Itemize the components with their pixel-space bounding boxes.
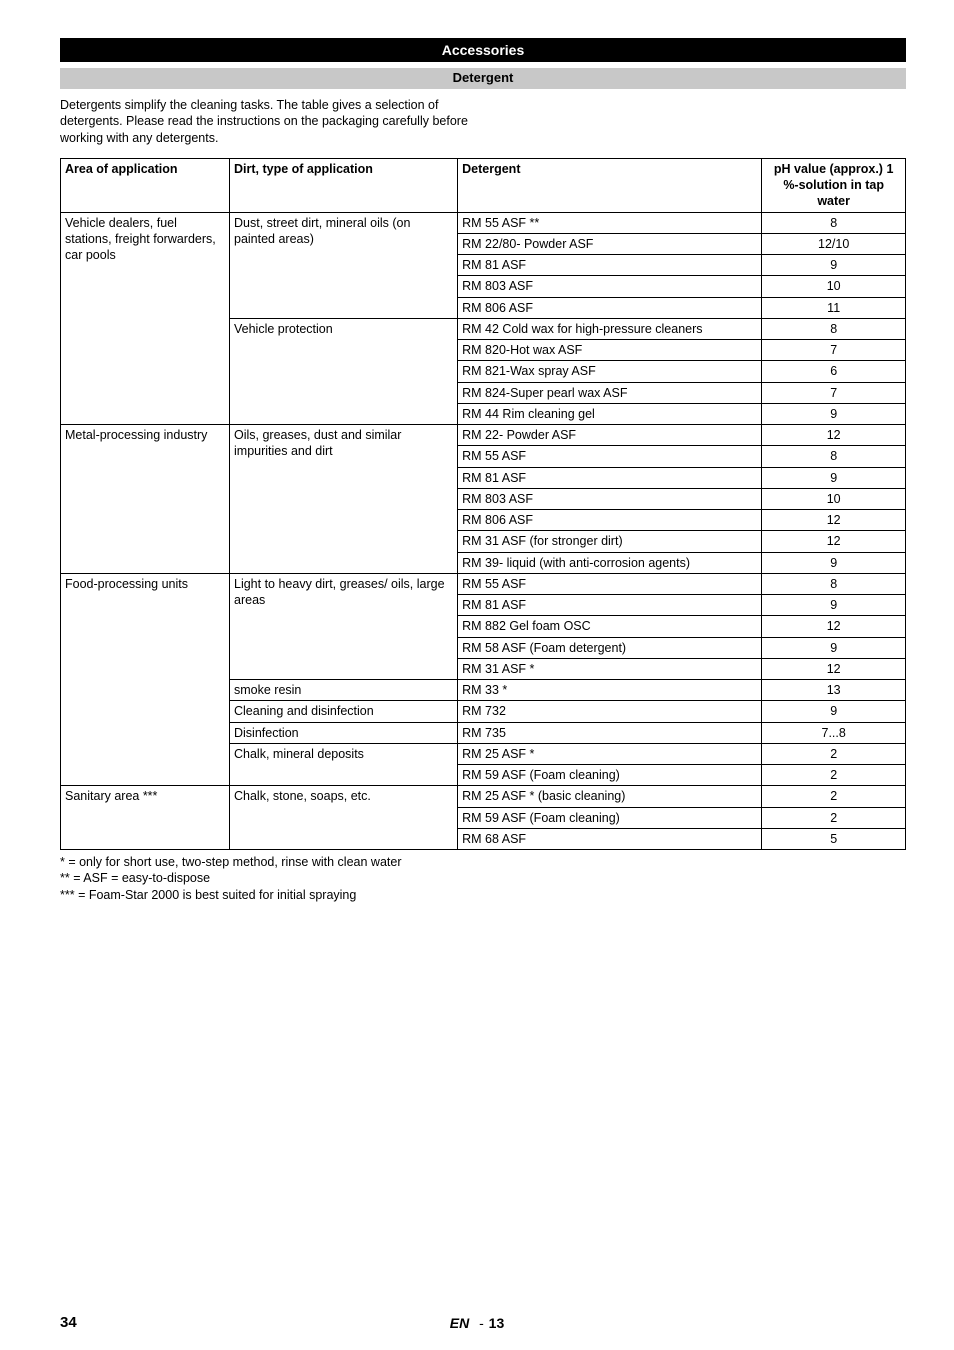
cell-detergent: RM 44 Rim cleaning gel xyxy=(458,403,762,424)
cell-ph: 10 xyxy=(762,276,906,297)
cell-ph: 6 xyxy=(762,361,906,382)
cell-detergent: RM 55 ASF ** xyxy=(458,212,762,233)
cell-detergent: RM 59 ASF (Foam cleaning) xyxy=(458,765,762,786)
cell-area: Vehicle dealers, fuel stations, freight … xyxy=(61,212,230,425)
cell-ph: 12 xyxy=(762,658,906,679)
cell-detergent: RM 22/80- Powder ASF xyxy=(458,233,762,254)
footnote-line: * = only for short use, two-step method,… xyxy=(60,854,906,870)
footnote-line: *** = Foam-Star 2000 is best suited for … xyxy=(60,887,906,903)
cell-detergent: RM 31 ASF (for stronger dirt) xyxy=(458,531,762,552)
cell-ph: 12/10 xyxy=(762,233,906,254)
table-row: Food-processing unitsLight to heavy dirt… xyxy=(61,573,906,594)
cell-ph: 8 xyxy=(762,446,906,467)
cell-ph: 7 xyxy=(762,382,906,403)
cell-dirt: Chalk, mineral deposits xyxy=(230,743,458,786)
footer-sep: - xyxy=(479,1315,485,1331)
table-header-row: Area of application Dirt, type of applic… xyxy=(61,158,906,212)
cell-ph: 13 xyxy=(762,680,906,701)
cell-detergent: RM 58 ASF (Foam detergent) xyxy=(458,637,762,658)
cell-dirt: smoke resin xyxy=(230,680,458,701)
detergent-table: Area of application Dirt, type of applic… xyxy=(60,158,906,850)
cell-detergent: RM 81 ASF xyxy=(458,255,762,276)
cell-ph: 7 xyxy=(762,340,906,361)
cell-ph: 9 xyxy=(762,552,906,573)
cell-ph: 8 xyxy=(762,318,906,339)
cell-detergent: RM 42 Cold wax for high-pressure cleaner… xyxy=(458,318,762,339)
cell-ph: 2 xyxy=(762,743,906,764)
cell-detergent: RM 803 ASF xyxy=(458,488,762,509)
cell-ph: 10 xyxy=(762,488,906,509)
page-footer-center: EN - 13 xyxy=(0,1314,954,1332)
cell-detergent: RM 806 ASF xyxy=(458,510,762,531)
footer-page-num: 13 xyxy=(489,1315,505,1331)
cell-ph: 8 xyxy=(762,212,906,233)
section-title: Accessories xyxy=(60,38,906,62)
cell-detergent: RM 22- Powder ASF xyxy=(458,425,762,446)
cell-dirt: Chalk, stone, soaps, etc. xyxy=(230,786,458,850)
cell-area: Sanitary area *** xyxy=(61,786,230,850)
cell-detergent: RM 81 ASF xyxy=(458,595,762,616)
cell-ph: 9 xyxy=(762,637,906,658)
th-ph: pH value (approx.) 1 %-solution in tap w… xyxy=(762,158,906,212)
cell-ph: 9 xyxy=(762,467,906,488)
footer-lang: EN xyxy=(450,1315,469,1331)
cell-ph: 5 xyxy=(762,828,906,849)
th-area: Area of application xyxy=(61,158,230,212)
cell-ph: 12 xyxy=(762,510,906,531)
cell-detergent: RM 806 ASF xyxy=(458,297,762,318)
cell-ph: 9 xyxy=(762,403,906,424)
cell-detergent: RM 68 ASF xyxy=(458,828,762,849)
th-dirt: Dirt, type of application xyxy=(230,158,458,212)
cell-area: Metal-processing industry xyxy=(61,425,230,574)
cell-detergent: RM 55 ASF xyxy=(458,573,762,594)
cell-dirt: Vehicle protection xyxy=(230,318,458,424)
cell-detergent: RM 59 ASF (Foam cleaning) xyxy=(458,807,762,828)
cell-dirt: Disinfection xyxy=(230,722,458,743)
th-detergent: Detergent xyxy=(458,158,762,212)
cell-ph: 12 xyxy=(762,531,906,552)
cell-ph: 2 xyxy=(762,807,906,828)
cell-dirt: Light to heavy dirt, greases/ oils, larg… xyxy=(230,573,458,679)
footnote-line: ** = ASF = easy-to-dispose xyxy=(60,870,906,886)
cell-detergent: RM 33 * xyxy=(458,680,762,701)
cell-detergent: RM 820-Hot wax ASF xyxy=(458,340,762,361)
cell-dirt: Cleaning and disinfection xyxy=(230,701,458,722)
sub-title: Detergent xyxy=(60,68,906,89)
cell-detergent: RM 81 ASF xyxy=(458,467,762,488)
cell-ph: 2 xyxy=(762,786,906,807)
cell-detergent: RM 732 xyxy=(458,701,762,722)
cell-detergent: RM 25 ASF * xyxy=(458,743,762,764)
table-row: Vehicle dealers, fuel stations, freight … xyxy=(61,212,906,233)
table-row: Metal-processing industryOils, greases, … xyxy=(61,425,906,446)
cell-detergent: RM 821-Wax spray ASF xyxy=(458,361,762,382)
table-row: Sanitary area ***Chalk, stone, soaps, et… xyxy=(61,786,906,807)
cell-ph: 9 xyxy=(762,701,906,722)
cell-ph: 12 xyxy=(762,425,906,446)
cell-detergent: RM 803 ASF xyxy=(458,276,762,297)
cell-detergent: RM 55 ASF xyxy=(458,446,762,467)
intro-text: Detergents simplify the cleaning tasks. … xyxy=(60,97,490,146)
cell-detergent: RM 31 ASF * xyxy=(458,658,762,679)
cell-ph: 12 xyxy=(762,616,906,637)
cell-ph: 11 xyxy=(762,297,906,318)
cell-detergent: RM 824-Super pearl wax ASF xyxy=(458,382,762,403)
cell-dirt: Oils, greases, dust and similar impuriti… xyxy=(230,425,458,574)
cell-ph: 2 xyxy=(762,765,906,786)
footnotes: * = only for short use, two-step method,… xyxy=(60,854,906,903)
cell-ph: 7...8 xyxy=(762,722,906,743)
cell-area: Food-processing units xyxy=(61,573,230,786)
cell-dirt: Dust, street dirt, mineral oils (on pain… xyxy=(230,212,458,318)
cell-detergent: RM 882 Gel foam OSC xyxy=(458,616,762,637)
cell-detergent: RM 735 xyxy=(458,722,762,743)
cell-detergent: RM 39- liquid (with anti-corrosion agent… xyxy=(458,552,762,573)
cell-ph: 8 xyxy=(762,573,906,594)
cell-detergent: RM 25 ASF * (basic cleaning) xyxy=(458,786,762,807)
cell-ph: 9 xyxy=(762,255,906,276)
cell-ph: 9 xyxy=(762,595,906,616)
